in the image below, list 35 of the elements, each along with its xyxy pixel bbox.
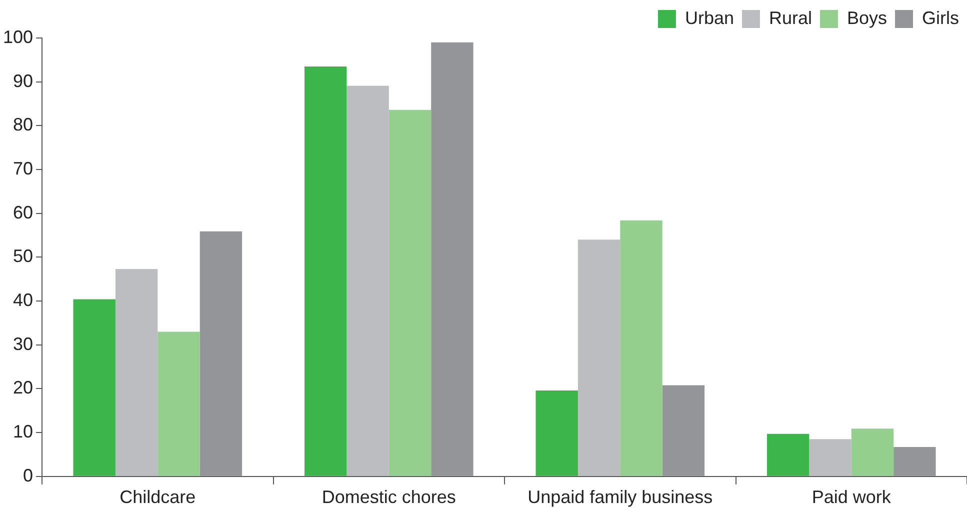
y-tick-label: 40 (13, 290, 34, 310)
bar (620, 220, 662, 476)
y-tick-label: 90 (13, 70, 34, 91)
bar (431, 42, 474, 476)
x-tick-label: Unpaid family business (528, 487, 713, 508)
legend-label: Rural (768, 8, 812, 28)
y-tick-label: 30 (13, 334, 34, 354)
bar (115, 269, 158, 476)
x-tick-label: Paid work (812, 487, 892, 508)
y-tick-label: 100 (2, 26, 34, 47)
y-tick-label: 60 (13, 202, 34, 222)
bar (73, 299, 116, 476)
bar (662, 385, 705, 476)
y-tick-label: 70 (13, 158, 34, 178)
bar (304, 66, 347, 476)
bar (809, 439, 852, 476)
y-tick-label: 0 (23, 465, 34, 486)
y-tick-label: 50 (13, 246, 34, 266)
bar (200, 231, 242, 476)
y-tick-label: 10 (13, 422, 34, 442)
bar (388, 110, 432, 476)
bar (158, 332, 200, 476)
legend-label: Urban (684, 8, 734, 28)
bar (578, 240, 620, 476)
bar (894, 447, 936, 476)
x-tick-label: Childcare (120, 487, 196, 508)
y-tick-label: 80 (13, 114, 34, 135)
legend-label: Girls (922, 8, 960, 28)
bar (851, 428, 894, 476)
bar (346, 86, 389, 476)
x-tick-label: Domestic chores (322, 487, 456, 508)
legend-label: Boys (846, 8, 888, 28)
bar (766, 434, 810, 476)
y-tick-label: 20 (13, 378, 34, 398)
bar (536, 390, 578, 476)
